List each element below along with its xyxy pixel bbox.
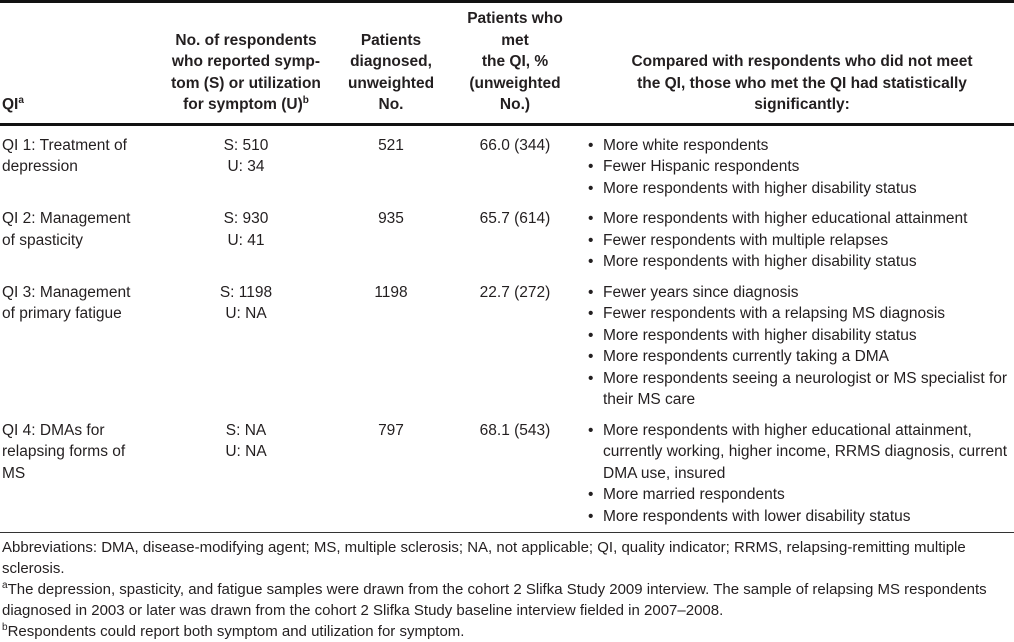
table-header: QIa No. of respondents who reported symp… — [0, 3, 1014, 123]
finding-text: More respondents seeing a neurologist or… — [603, 369, 1008, 409]
header-cell-qi: QIa — [0, 94, 162, 116]
cell-qi3-name: QI 3: Management of primary fatigue — [2, 283, 131, 323]
header-cell-compared: Compared with respondents who did not me… — [578, 51, 1014, 116]
bullet-icon: • — [588, 305, 594, 322]
cell-qi3-respondents: S: 1198 U: NA — [219, 283, 273, 323]
finding-text: More respondents with lower disability s… — [603, 507, 911, 525]
bullet-icon: • — [588, 326, 594, 344]
bullet-icon: • — [588, 231, 594, 249]
cell-qi2-findings: • More respondents with higher educationa… — [578, 208, 1014, 273]
finding-text: More respondents with higher disability … — [603, 326, 917, 344]
bullet-icon: • — [588, 179, 594, 197]
header-cell-met-qi: Patients who met the QI, % (unweighted N… — [452, 8, 578, 116]
finding-item: • More respondents with lower disability … — [588, 506, 1012, 528]
finding-item: • More married respondents — [588, 484, 1012, 506]
finding-text: More respondents with higher educational… — [603, 421, 1008, 482]
bullet-icon: • — [588, 369, 594, 387]
cell-qi2-respondents: S: 930 U: 41 — [223, 210, 269, 249]
finding-item: • More respondents with higher educationa… — [588, 420, 1012, 485]
header-cell-respondents: No. of respondents who reported symp- to… — [162, 30, 330, 116]
table-row-qi2: QI 2: Management of spasticity S: 930 U:… — [0, 199, 1014, 273]
bullet-icon: • — [588, 507, 594, 525]
finding-item: • Fewer respondents with a relapsing MS d… — [588, 303, 1012, 325]
finding-text: More white respondents — [603, 136, 769, 154]
bullet-icon: • — [588, 253, 594, 270]
cell-qi3-findings: • Fewer years since diagnosis • Fewer resp… — [578, 282, 1014, 411]
table-top-rule — [0, 0, 1014, 3]
finding-item: • More white respondents — [588, 135, 1012, 157]
table-row-qi1: QI 1: Treatment of depression S: 510 U: … — [0, 126, 1014, 200]
footnote-a-superscript: a — [2, 580, 8, 591]
footnote-a: aThe depression, spasticity, and fatigue… — [2, 579, 1012, 621]
header-diagnosed-label: Patients diagnosed, unweighted No. — [347, 31, 435, 114]
bullet-icon: • — [588, 158, 594, 175]
footnote-text: The depression, spasticity, and fatigue … — [2, 581, 987, 619]
cell-qi3-diagnosed: 1198 — [374, 283, 408, 301]
finding-text: More respondents with higher educational… — [603, 210, 968, 227]
finding-item: • More respondents currently taking a DMA — [588, 346, 1012, 368]
header-cell-diagnosed: Patients diagnosed, unweighted No. — [330, 30, 452, 116]
cell-qi1-diagnosed: 521 — [378, 136, 404, 154]
header-bottom-rule — [0, 122, 1014, 126]
bullet-icon: • — [588, 136, 594, 154]
table-body: QI 1: Treatment of depression S: 510 U: … — [0, 126, 1014, 533]
finding-item: • More respondents with higher disability… — [588, 178, 1012, 200]
cell-qi1-name: QI 1: Treatment of depression — [2, 136, 127, 176]
cell-qi2-name: QI 2: Management of spasticity — [2, 210, 131, 249]
finding-text: Fewer Hispanic respondents — [603, 158, 800, 175]
finding-text: More married respondents — [603, 486, 785, 503]
header-qi-label: QI — [2, 96, 19, 113]
cell-qi3-met: 22.7 (272) — [479, 283, 551, 301]
bullet-icon: • — [588, 421, 594, 439]
finding-text: Fewer years since diagnosis — [603, 283, 799, 301]
cell-qi4-diagnosed: 797 — [378, 421, 404, 439]
footnote-text: Abbreviations: DMA, disease-modifying ag… — [2, 539, 966, 577]
footnote-rule — [0, 532, 1014, 533]
header-qi-superscript: a — [18, 94, 24, 106]
cell-qi4-respondents: S: NA U: NA — [225, 421, 267, 461]
finding-item: • More respondents seeing a neurologist o… — [588, 368, 1012, 411]
finding-item: • Fewer Hispanic respondents — [588, 156, 1012, 178]
cell-qi2-diagnosed: 935 — [378, 210, 404, 227]
header-met-qi-label: Patients who met the QI, % (unweighted N… — [467, 10, 563, 113]
table-row-qi3: QI 3: Management of primary fatigue S: 1… — [0, 273, 1014, 411]
header-respondents-superscript: b — [302, 94, 309, 106]
cell-qi4-met: 68.1 (543) — [479, 421, 551, 439]
cell-qi4-findings: • More respondents with higher educationa… — [578, 420, 1014, 528]
bullet-icon: • — [588, 348, 594, 365]
header-row: QIa No. of respondents who reported symp… — [0, 3, 1014, 123]
cell-qi4-name: QI 4: DMAs for relapsing forms of MS — [2, 421, 126, 482]
cell-qi1-met: 66.0 (344) — [479, 136, 551, 154]
bullet-icon: • — [588, 486, 594, 503]
bullet-icon: • — [588, 283, 594, 301]
finding-text: More respondents with higher disability … — [603, 253, 917, 270]
header-compared-label: Compared with respondents who did not me… — [631, 53, 973, 113]
finding-text: Fewer respondents with a relapsing MS di… — [603, 305, 946, 322]
finding-item: • Fewer years since diagnosis — [588, 282, 1012, 304]
finding-item: • More respondents with higher disability… — [588, 325, 1012, 347]
finding-text: More respondents with higher disability … — [603, 179, 917, 197]
finding-text: More respondents currently taking a DMA — [603, 348, 890, 365]
table-row-qi4: QI 4: DMAs for relapsing forms of MS S: … — [0, 411, 1014, 533]
cell-qi1-respondents: S: 510 U: 34 — [223, 136, 269, 176]
footnote-b: bRespondents could report both symptom a… — [2, 621, 1012, 642]
header-respondents-label: No. of respondents who reported symp- to… — [171, 31, 321, 114]
finding-text: Fewer respondents with multiple relapses — [603, 231, 889, 249]
finding-item: • More respondents with higher disability… — [588, 251, 1012, 273]
cell-qi1-findings: • More white respondents • Fewer Hispanic … — [578, 135, 1014, 200]
cell-qi2-met: 65.7 (614) — [479, 210, 551, 227]
finding-item: • Fewer respondents with multiple relapse… — [588, 230, 1012, 252]
footnote-abbreviations: Abbreviations: DMA, disease-modifying ag… — [2, 537, 1012, 579]
bullet-icon: • — [588, 210, 594, 227]
finding-item: • More respondents with higher educationa… — [588, 208, 1012, 230]
